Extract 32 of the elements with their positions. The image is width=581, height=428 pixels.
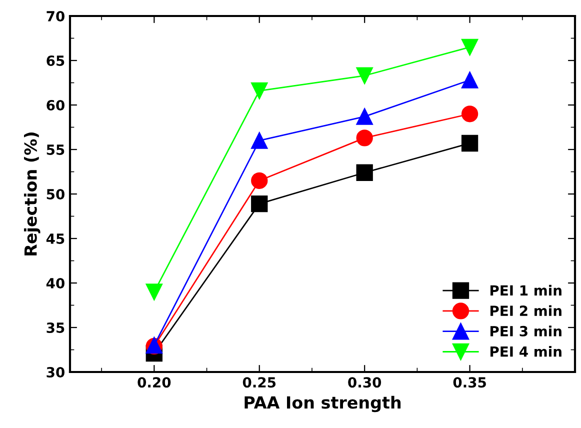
point bbox=[251, 172, 268, 189]
x-tick-label: 0.30 bbox=[348, 377, 382, 388]
point bbox=[461, 106, 478, 122]
legend-label: PEI 1 min bbox=[490, 284, 562, 296]
point bbox=[251, 132, 268, 149]
point bbox=[251, 82, 268, 100]
point bbox=[461, 134, 478, 152]
point bbox=[461, 38, 478, 56]
y-tick-label: 45 bbox=[46, 234, 64, 244]
point bbox=[356, 67, 373, 84]
point bbox=[356, 164, 373, 181]
y-tick-label: 40 bbox=[46, 278, 64, 288]
y-tick-label: 50 bbox=[46, 188, 64, 200]
point bbox=[251, 195, 268, 212]
point bbox=[146, 284, 162, 300]
point bbox=[356, 108, 373, 125]
legend-label: PEI 3 min bbox=[490, 326, 562, 336]
x-tick-label: 0.25 bbox=[242, 377, 276, 388]
x-tick-label: 0.20 bbox=[138, 377, 171, 388]
y-tick-label: 70 bbox=[46, 10, 64, 22]
y-tick-label: 55 bbox=[46, 144, 64, 155]
x-axis-title: PAA Ion strength bbox=[244, 396, 401, 412]
point bbox=[461, 72, 478, 88]
y-tick-label: 30 bbox=[46, 366, 64, 378]
legend-label: PEI 2 min bbox=[490, 305, 562, 316]
y-tick-label: 35 bbox=[46, 322, 64, 333]
y-tick-label: 65 bbox=[46, 55, 64, 66]
point bbox=[356, 130, 373, 146]
legend-label: PEI 4 min bbox=[490, 346, 562, 357]
y-axis-title: Rejection (%) bbox=[24, 132, 40, 256]
y-tick-label: 60 bbox=[46, 100, 64, 110]
x-tick-label: 0.35 bbox=[453, 377, 486, 388]
